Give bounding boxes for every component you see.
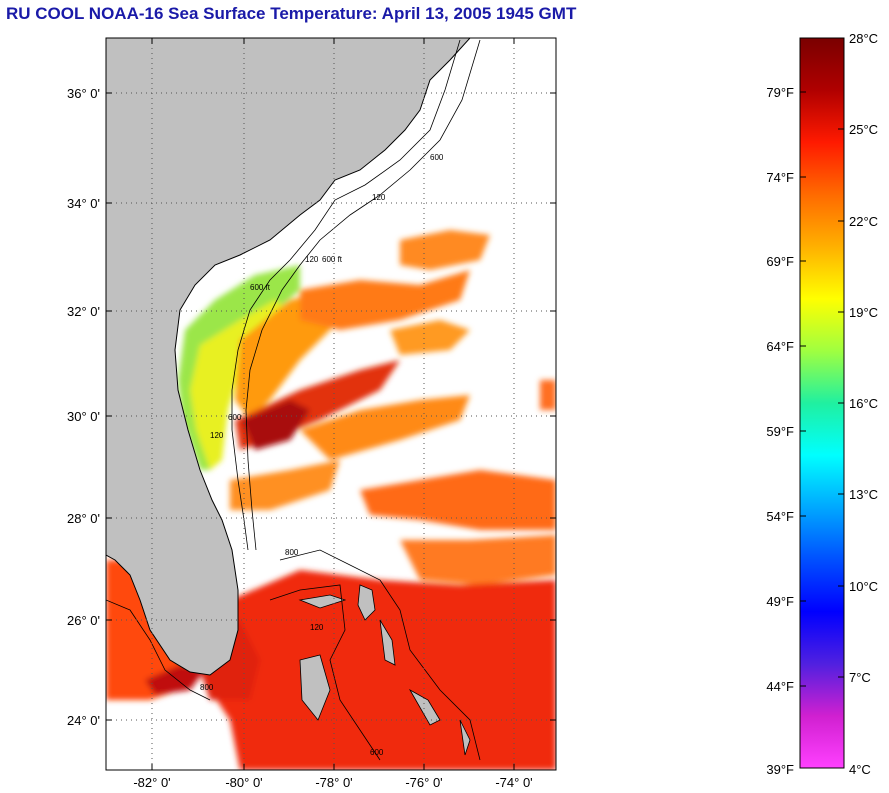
sst-patch-nearshore-yellow [190, 300, 290, 470]
contour-label: 600 [430, 153, 444, 162]
land-mainland [106, 38, 471, 676]
map-title: RU COOL NOAA-16 Sea Surface Temperature:… [6, 4, 577, 23]
contour-label: 800 [285, 548, 299, 557]
fahrenheit-label: 69°F [766, 254, 794, 269]
contour-label: 120 [372, 193, 386, 202]
lat-label: 36° 0' [67, 86, 100, 101]
lat-label: 32° 0' [67, 304, 100, 319]
contour-label: 600 ft [250, 283, 271, 292]
colorbar: 28°C 25°C 22°C 19°C 16°C 13°C 10°C 7°C 4… [766, 31, 878, 777]
lat-label: 34° 0' [67, 196, 100, 211]
sst-patch-band-5 [300, 395, 470, 460]
celsius-label: 19°C [849, 305, 878, 320]
contour-label: 600 ft [322, 255, 343, 264]
fahrenheit-label: 59°F [766, 424, 794, 439]
fahrenheit-labels: 79°F 74°F 69°F 64°F 59°F 54°F 49°F 44°F … [766, 85, 794, 777]
celsius-label: 16°C [849, 396, 878, 411]
fahrenheit-label: 44°F [766, 679, 794, 694]
sst-patch-band-8 [400, 535, 556, 585]
map-plot-area: 120 600 ft 120 600 600 ft 600 120 800 80… [106, 38, 556, 770]
contour-labels: 120 600 ft 120 600 600 ft 600 120 800 80… [200, 153, 444, 757]
celsius-label: 22°C [849, 214, 878, 229]
contour-label: 120 [305, 255, 319, 264]
celsius-label: 25°C [849, 122, 878, 137]
lon-label: -82° 0' [133, 775, 170, 790]
island-long [459, 719, 471, 756]
lon-label: -74° 0' [495, 775, 532, 790]
fahrenheit-label: 39°F [766, 762, 794, 777]
bahamas-islands [298, 584, 471, 756]
axis-ticks [106, 38, 556, 770]
sst-patch-east-edge [540, 380, 556, 410]
lat-label: 28° 0' [67, 511, 100, 526]
lon-label: -78° 0' [315, 775, 352, 790]
colorbar-ticks [800, 37, 844, 687]
sst-patch-band-2 [300, 270, 470, 330]
contour-label: 600 [370, 748, 384, 757]
fahrenheit-label: 64°F [766, 339, 794, 354]
lat-label: 26° 0' [67, 613, 100, 628]
sst-patch-band-7 [360, 470, 556, 530]
celsius-label: 4°C [849, 762, 871, 777]
contour-gulf [106, 599, 211, 701]
lat-label: 24° 0' [67, 713, 100, 728]
sst-patch-band-6 [230, 460, 340, 510]
contour-label: 120 [310, 623, 324, 632]
map-frame [105, 37, 557, 771]
celsius-label: 28°C [849, 31, 878, 46]
contour-bahamas-bank-2 [269, 584, 381, 761]
fahrenheit-label: 79°F [766, 85, 794, 100]
contour-label: 120 [210, 431, 224, 440]
colorbar-gradient [799, 37, 845, 769]
lat-label: 30° 0' [67, 409, 100, 424]
island-exuma [408, 688, 441, 726]
longitude-labels: -82° 0' -80° 0' -78° 0' -76° 0' -74° 0' [133, 775, 532, 790]
fahrenheit-label: 49°F [766, 594, 794, 609]
island-eleuthera [379, 619, 396, 666]
celsius-label: 7°C [849, 670, 871, 685]
sst-patch-gulfstream-dark [242, 400, 310, 450]
latitude-labels: 36° 0' 34° 0' 32° 0' 30° 0' 28° 0' 26° 0… [67, 86, 100, 728]
lon-label: -76° 0' [405, 775, 442, 790]
fahrenheit-label: 74°F [766, 170, 794, 185]
bathymetry-contours [106, 39, 481, 761]
sst-patch-band-3 [400, 230, 490, 270]
celsius-label: 13°C [849, 487, 878, 502]
contour-label: 600 [228, 413, 242, 422]
graticule [106, 38, 556, 770]
sst-patch-south-red [210, 570, 556, 770]
contour-label: 800 [200, 683, 214, 692]
island-andros [299, 654, 331, 721]
contour-120ft [231, 39, 461, 551]
island-abaco [357, 584, 376, 621]
celsius-labels: 28°C 25°C 22°C 19°C 16°C 13°C 10°C 7°C 4… [849, 31, 878, 777]
sst-patch-band-4 [390, 320, 470, 355]
contour-600ft [245, 39, 481, 551]
contour-bahamas-bank [279, 549, 481, 761]
celsius-label: 10°C [849, 579, 878, 594]
lon-label: -80° 0' [225, 775, 262, 790]
fahrenheit-label: 54°F [766, 509, 794, 524]
